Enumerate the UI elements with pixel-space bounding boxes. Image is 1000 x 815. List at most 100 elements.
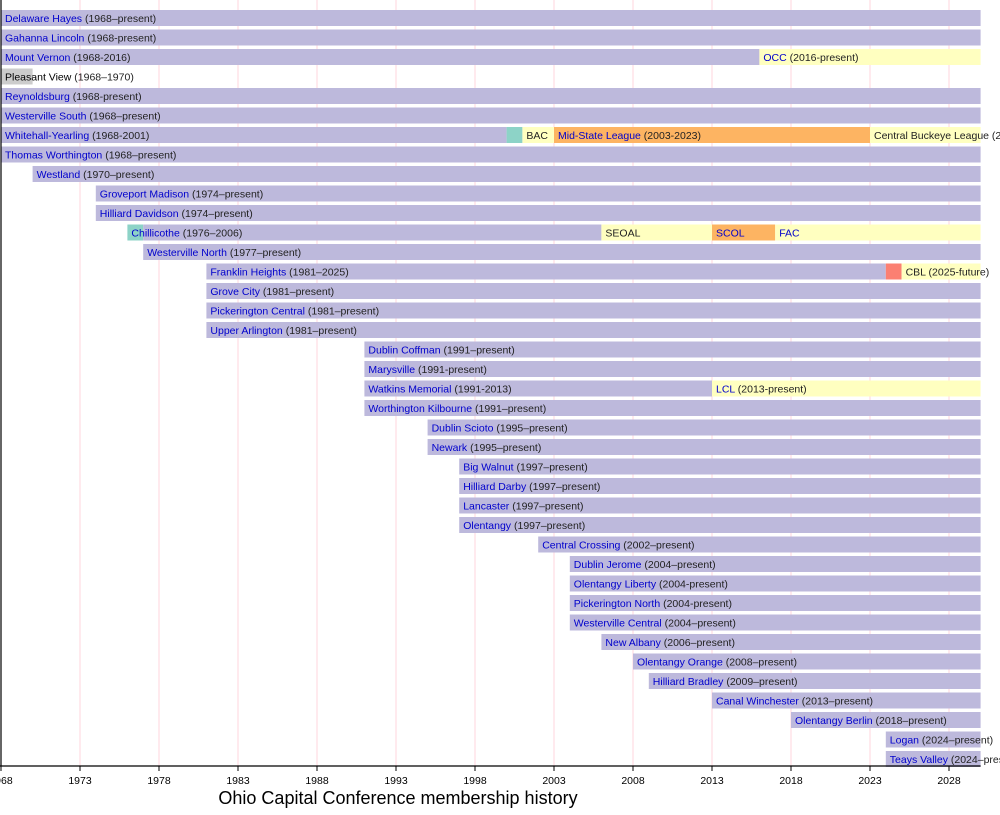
bar-label[interactable]: Mid-State League (2003-2023) [558,130,701,142]
member-name-link[interactable]: Dublin Scioto [432,423,494,435]
member-name-link[interactable]: Central Crossing [542,540,620,552]
membership-dates: (2024–present) [948,754,1000,766]
membership-dates: (1968–present) [87,111,161,123]
bar-label[interactable]: Gahanna Lincoln (1968-present) [5,33,156,45]
member-name-link[interactable]: SCOL [716,228,745,240]
bar-label[interactable]: Thomas Worthington (1968–present) [5,150,176,162]
bar-label[interactable]: Pickerington Central (1981–present) [210,306,379,318]
member-name-link[interactable]: Newark [432,442,468,454]
member-name-link[interactable]: Pickerington Central [210,306,305,318]
bar-label[interactable]: New Albany (2006–present) [605,637,735,649]
bar-label[interactable]: Hilliard Davidson (1974–present) [100,208,253,220]
member-name-link[interactable]: Westland [37,169,81,181]
member-name-link[interactable]: Hilliard Davidson [100,208,179,220]
member-name-link[interactable]: Teays Valley [890,754,949,766]
bar-label[interactable]: Westerville South (1968–present) [5,111,161,123]
bar-label[interactable]: Dublin Scioto (1995–present) [432,423,568,435]
bar-label[interactable]: Worthington Kilbourne (1991–present) [368,403,546,415]
bar-label[interactable]: Upper Arlington (1981–present) [210,325,357,337]
bar-label[interactable]: Canal Winchester (2013–present) [716,696,873,708]
member-name-link[interactable]: Gahanna Lincoln [5,33,85,45]
member-name-link[interactable]: FAC [779,228,800,240]
bar-label[interactable]: Marysville (1991-present) [368,364,486,376]
bar-label[interactable]: Reynoldsburg (1968-present) [5,91,142,103]
member-name-link[interactable]: Mid-State League [558,130,641,142]
timeline-bar-occ [143,244,981,260]
member-name-link[interactable]: Hilliard Darby [463,481,527,493]
bar-label[interactable]: Franklin Heights (1981–2025) [210,267,348,279]
bar-label[interactable]: Hilliard Bradley (2009–present) [653,676,798,688]
member-name-link[interactable]: Canal Winchester [716,696,799,708]
bar-label[interactable]: Dublin Coffman (1991–present) [368,345,514,357]
bar-label[interactable]: Big Walnut (1997–present) [463,462,588,474]
member-name-link[interactable]: Westerville South [5,111,87,123]
member-name-link[interactable]: Olentangy Liberty [574,579,657,591]
member-name-link[interactable]: Mount Vernon [5,52,71,64]
timeline-bar-occ [1,107,981,124]
member-name-link[interactable]: Olentangy Orange [637,657,723,669]
member-name-link[interactable]: Logan [890,735,919,747]
timeline-bar-occ [427,419,981,436]
bar-label[interactable]: SCOL [716,228,745,240]
member-name-link[interactable]: New Albany [605,637,661,649]
member-name-link[interactable]: Hilliard Bradley [653,676,724,688]
bar-label[interactable]: Teays Valley (2024–present) [890,754,1000,766]
member-name-link[interactable]: Big Walnut [463,462,513,474]
bar-label[interactable]: Central Crossing (2002–present) [542,540,694,552]
timeline-bar-occ [427,439,981,455]
bar-label[interactable]: Whitehall-Yearling (1968-2001) [5,130,149,142]
bar-label[interactable]: LCL (2013-present) [716,384,807,396]
bar-label[interactable]: Grove City (1981–present) [210,286,334,298]
timeline-bar-occ [206,263,886,280]
member-name-link[interactable]: LCL [716,384,735,396]
member-name-link[interactable]: Olentangy [463,520,512,532]
bar-label[interactable]: Newark (1995–present) [432,442,542,454]
bar-label[interactable]: Lancaster (1997–present) [463,501,583,513]
bar-label[interactable]: Pickerington North (2004-present) [574,598,732,610]
bar-label[interactable]: Olentangy (1997–present) [463,520,585,532]
timeline-bar-occ [885,751,981,767]
member-name-link[interactable]: Grove City [210,286,260,298]
member-name-link[interactable]: Watkins Memorial [368,384,451,396]
member-name-link[interactable]: Reynoldsburg [5,91,70,103]
bar-label[interactable]: Dublin Jerome (2004–present) [574,559,716,571]
member-name-link[interactable]: Westerville North [147,247,227,259]
member-name-link[interactable]: Dublin Jerome [574,559,642,571]
member-name-link[interactable]: OCC [763,52,787,64]
bar-label[interactable]: Hilliard Darby (1997–present) [463,481,600,493]
member-name-link[interactable]: Pickerington North [574,598,661,610]
bar-label[interactable]: Olentangy Orange (2008–present) [637,657,797,669]
timeline-bar-occ [1,10,981,26]
bar-label[interactable]: Olentangy Liberty (2004-present) [574,579,728,591]
bar-label[interactable]: Watkins Memorial (1991-2013) [368,384,511,396]
bar-label[interactable]: FAC [779,228,800,240]
member-name-link[interactable]: Franklin Heights [210,267,286,279]
timeline-bar-occ [364,361,981,377]
member-name-link[interactable]: Worthington Kilbourne [368,403,472,415]
timeline-bar-occ [569,595,981,611]
membership-dates: (1997–present) [511,520,585,532]
member-name-link[interactable]: Lancaster [463,501,510,513]
member-name-link[interactable]: Dublin Coffman [368,345,440,357]
member-name-link[interactable]: Thomas Worthington [5,150,102,162]
member-name-link[interactable]: Marysville [368,364,415,376]
bar-label[interactable]: Delaware Hayes (1968–present) [5,13,156,25]
bar-label[interactable]: Westerville North (1977–present) [147,247,301,259]
bar-label[interactable]: Chillicothe (1976–2006) [131,228,242,240]
member-name-link[interactable]: Delaware Hayes [5,13,82,25]
bar-label[interactable]: OCC (2016-present) [763,52,858,64]
bar-label[interactable]: Westland (1970–present) [37,169,155,181]
timeline-bar-other [601,224,712,241]
member-name-link[interactable]: Upper Arlington [210,325,283,337]
bar-label[interactable]: Logan (2024–present) [890,735,993,747]
member-name-link[interactable]: Olentangy Berlin [795,715,873,727]
bar-label[interactable]: Groveport Madison (1974–present) [100,189,263,201]
member-name-link[interactable]: Groveport Madison [100,189,189,201]
bar-label[interactable]: Mount Vernon (1968-2016) [5,52,131,64]
timeline-bar-occ [459,517,981,533]
member-name-link[interactable]: Chillicothe [131,228,180,240]
member-name-link[interactable]: Westerville Central [574,618,662,630]
bar-label[interactable]: Westerville Central (2004–present) [574,618,736,630]
member-name-link[interactable]: Whitehall-Yearling [5,130,89,142]
bar-label[interactable]: Olentangy Berlin (2018–present) [795,715,947,727]
